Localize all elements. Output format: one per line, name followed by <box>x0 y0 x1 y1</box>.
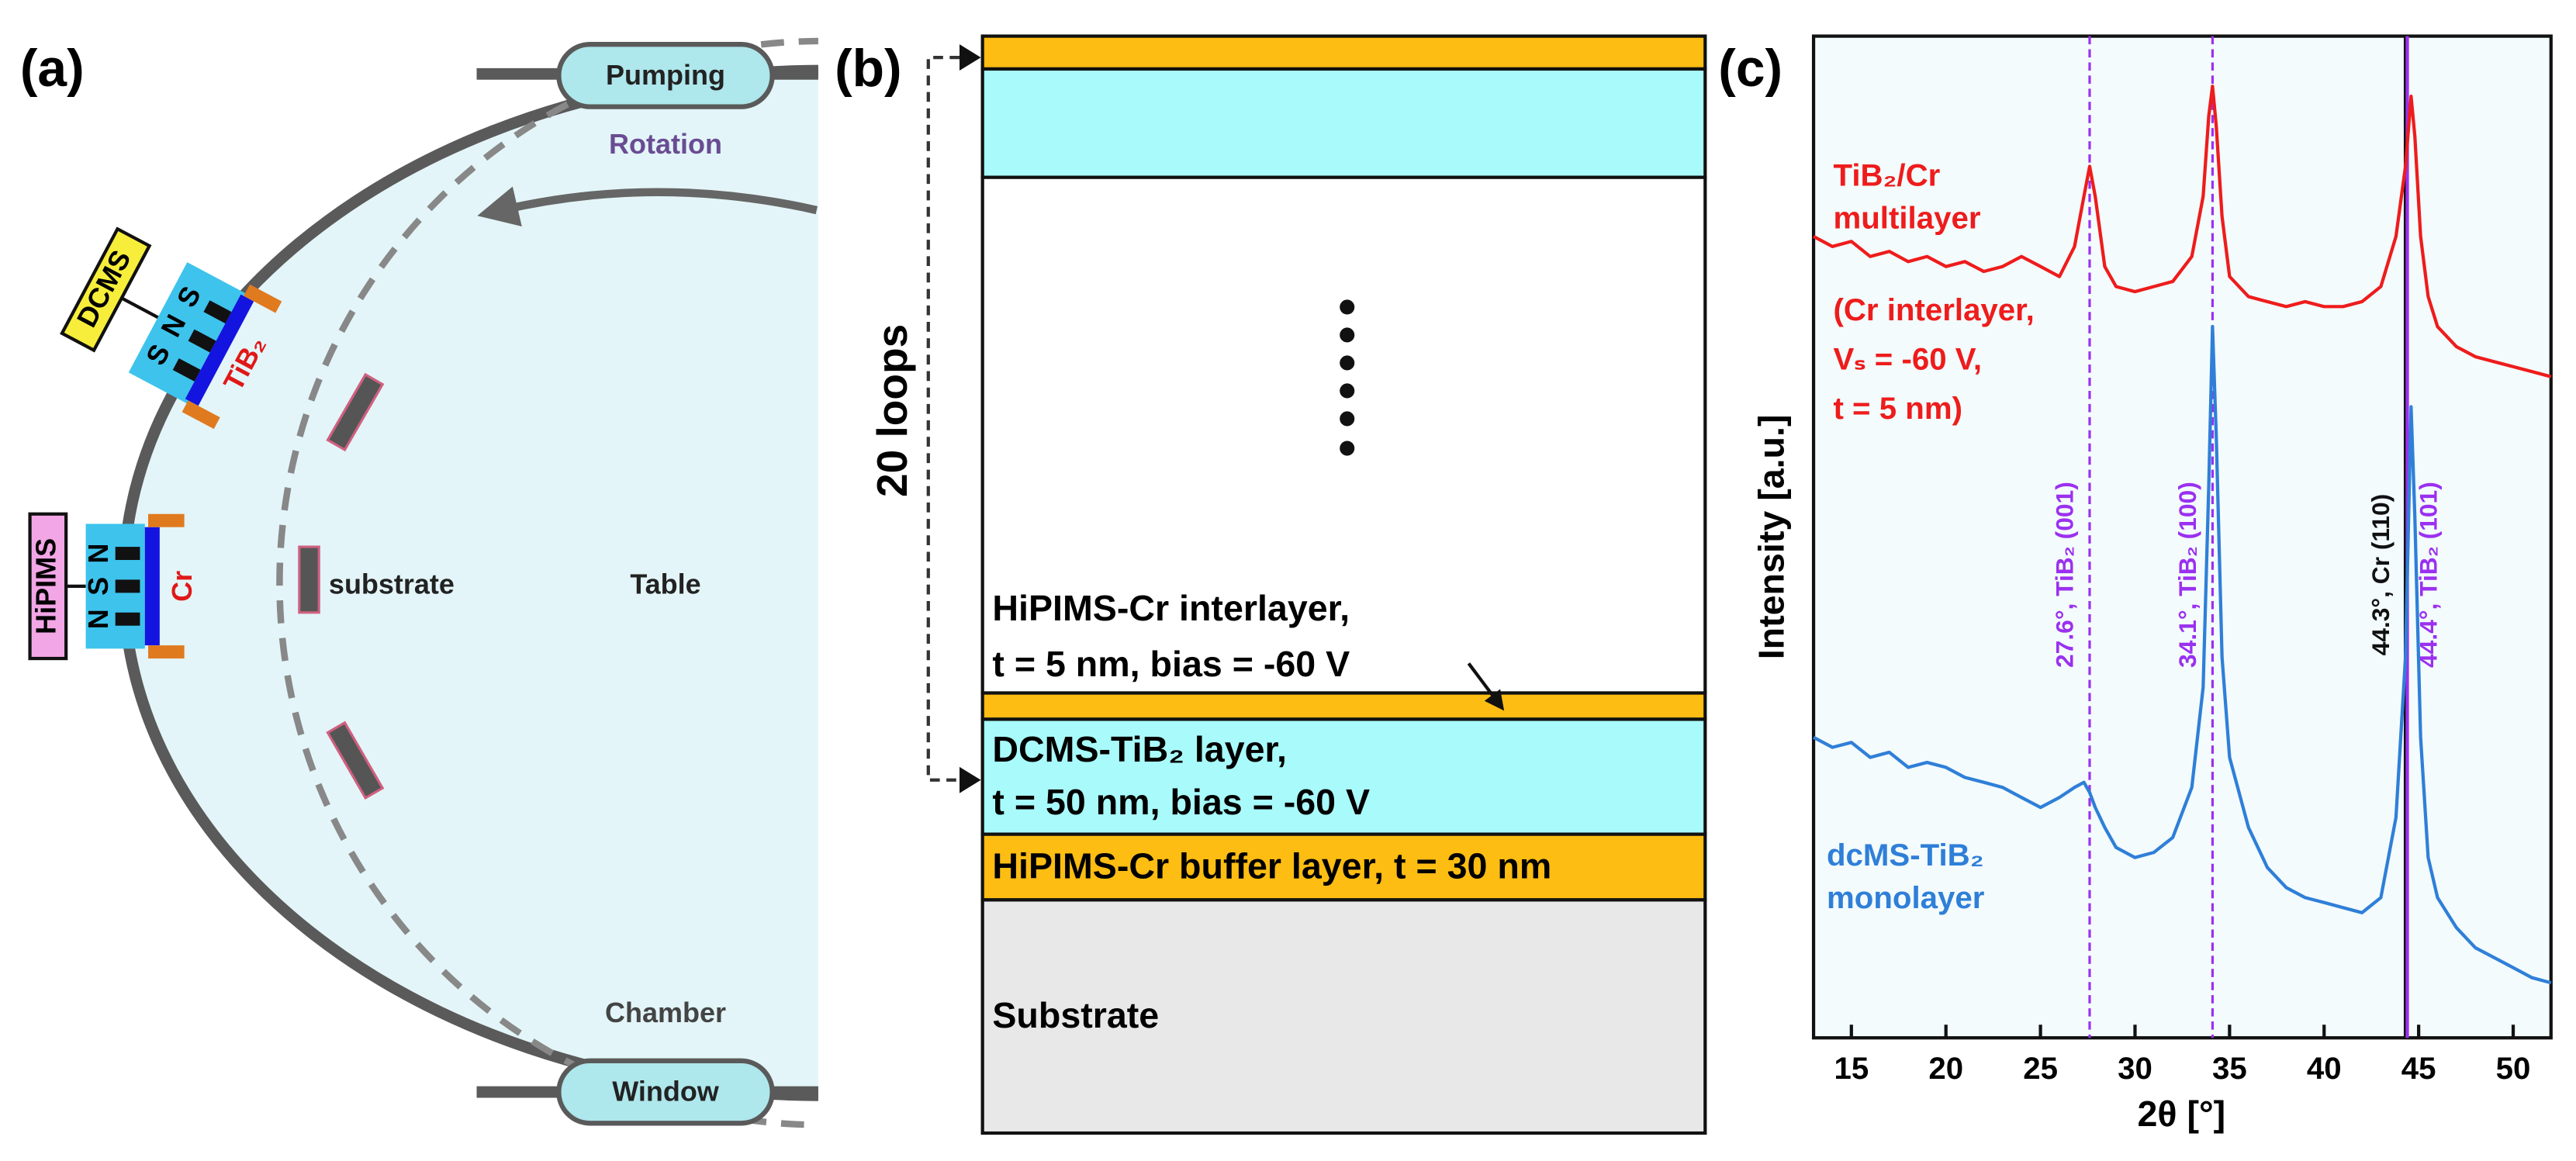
plot-area <box>1811 34 2553 1040</box>
y-axis-label: Intensity [a.u.] <box>1751 415 1792 660</box>
x-tick-label: 45 <box>2401 1051 2436 1086</box>
series-label: TiB₂/Cr <box>1833 157 1940 192</box>
pumping-port <box>556 41 775 109</box>
pumping-label: Pumping <box>606 59 725 91</box>
ellipsis <box>1340 299 1355 456</box>
hipims-label: HiPIMS <box>29 538 61 634</box>
series-line <box>1813 85 2552 378</box>
series-label: dcMS-TiB₂ <box>1827 838 1984 872</box>
substrate <box>326 372 385 452</box>
x-tick-label: 20 <box>1928 1051 1963 1086</box>
magnet-pole: S <box>82 577 114 596</box>
table-label: Table <box>630 568 700 600</box>
dcms-source: DCMS S N S TiB₂ <box>60 226 282 430</box>
tib2-layer <box>980 717 1707 836</box>
target-label: Cr <box>166 571 198 602</box>
panel-label: (a) <box>20 40 85 98</box>
panel-label: (b) <box>835 40 902 98</box>
loops-label: 20 loops <box>868 324 916 497</box>
series-label: multilayer <box>1833 200 1980 235</box>
x-axis-label: 2θ [°] <box>2138 1094 2226 1134</box>
reference-label: 44.3°, Cr (110) <box>2367 494 2394 656</box>
buffer-layer <box>980 832 1707 902</box>
cr-layer <box>980 34 1707 71</box>
layer-text: Substrate <box>992 995 1159 1035</box>
reference-label: 34.1°, TiB₂ (100) <box>2173 482 2201 668</box>
series-note: Vₛ = -60 V, <box>1833 341 1982 376</box>
substrate-layer <box>980 898 1707 1135</box>
rotation-arrow <box>477 186 818 227</box>
repeat-region <box>980 175 1707 695</box>
x-tick-label: 35 <box>2212 1051 2247 1086</box>
series-line <box>1813 325 2552 985</box>
table-outline <box>276 37 818 1128</box>
panel-b: (b) HiPIMS-Cr interlayer, t = 5 nm, bias… <box>835 34 1707 1135</box>
series-note: (Cr interlayer, <box>1833 292 2034 327</box>
panel-label: (c) <box>1718 40 1782 98</box>
layer-text: DCMS-TiB₂ layer, <box>992 729 1287 769</box>
x-tick-label: 30 <box>2118 1051 2152 1086</box>
window-port <box>556 1058 775 1126</box>
hipims-source: HiPIMS N S N Cr <box>28 512 198 661</box>
layer-text: t = 5 nm, bias = -60 V <box>992 644 1350 684</box>
x-tick-label: 40 <box>2307 1051 2342 1086</box>
magnet-pole: N <box>82 544 114 564</box>
tib2-layer <box>980 67 1707 179</box>
rotation-label: Rotation <box>609 128 722 160</box>
x-tick-label: 25 <box>2023 1051 2058 1086</box>
substrate-label: substrate <box>329 568 455 600</box>
layer-text: t = 50 nm, bias = -60 V <box>992 782 1370 822</box>
series-label: monolayer <box>1827 880 1985 915</box>
magnet-pole: N <box>82 609 114 629</box>
panel-a: Pumping Window Rotation Chamber Table su… <box>20 37 818 1128</box>
x-tick-label: 50 <box>2496 1051 2531 1086</box>
panel-c: (c) 2θ [°] Intensity [a.u.] 15 20 25 30 35 40… <box>1718 34 2553 1134</box>
x-tick-label: 15 <box>1834 1051 1869 1086</box>
loop-bracket <box>926 55 960 782</box>
window-label: Window <box>612 1076 720 1107</box>
layer-text: HiPIMS-Cr interlayer, <box>992 588 1350 628</box>
reference-label: 27.6°, TiB₂ (001) <box>2051 482 2079 668</box>
substrate <box>326 720 385 800</box>
cr-layer <box>980 691 1707 721</box>
series-note: t = 5 nm) <box>1833 391 1962 426</box>
substrate <box>298 545 320 614</box>
layer-text: HiPIMS-Cr buffer layer, t = 30 nm <box>992 845 1551 886</box>
chamber-label: Chamber <box>605 997 726 1028</box>
